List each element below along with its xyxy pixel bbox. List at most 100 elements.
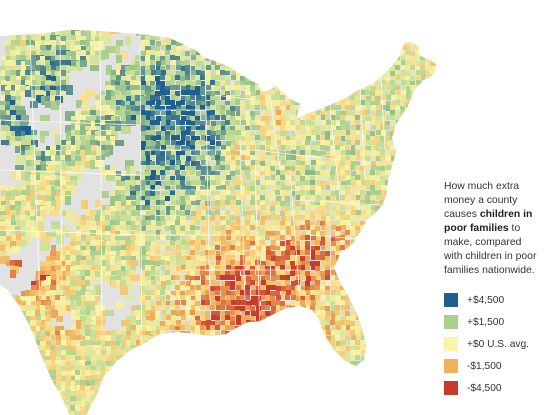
county-cell — [286, 151, 291, 156]
county-cell — [351, 195, 356, 200]
county-cell — [60, 50, 70, 57]
county-cell — [100, 31, 105, 38]
county-cell — [240, 295, 245, 300]
county-cell — [80, 166, 85, 171]
county-cell — [380, 116, 385, 121]
county-cell — [401, 60, 406, 65]
county-cell — [226, 135, 231, 140]
county-cell — [230, 221, 235, 226]
county-cell — [250, 86, 255, 91]
county-cell — [230, 260, 235, 265]
county-cell — [150, 301, 155, 306]
county-cell — [325, 140, 330, 145]
county-cell — [325, 270, 330, 275]
county-cell — [120, 215, 129, 222]
county-cell — [6, 81, 12, 87]
county-cell — [261, 301, 266, 306]
county-cell — [155, 51, 160, 56]
county-cell — [66, 225, 72, 235]
county-cell — [195, 86, 200, 91]
county-cell — [176, 141, 181, 146]
county-cell — [201, 300, 206, 305]
county-cell — [91, 30, 99, 37]
county-cell — [331, 236, 336, 241]
county-cell — [240, 101, 245, 106]
county-cell — [325, 241, 330, 246]
county-cell — [261, 276, 266, 281]
county-cell — [50, 295, 59, 300]
county-cell — [366, 185, 371, 190]
county-cell — [245, 130, 250, 135]
county-cell — [165, 190, 170, 195]
county-cell — [275, 176, 280, 181]
county-cell — [181, 131, 186, 136]
county-cell — [380, 136, 385, 141]
county-cell — [291, 191, 296, 196]
county-cell — [40, 131, 49, 136]
county-cell — [360, 221, 365, 226]
county-cell — [85, 301, 93, 306]
county-cell — [200, 251, 205, 256]
county-cell — [71, 140, 78, 146]
county-cell — [190, 145, 195, 150]
county-cell — [230, 226, 235, 231]
county-cell — [136, 225, 141, 232]
county-cell — [350, 226, 355, 231]
county-cell — [45, 261, 54, 270]
county-cell — [421, 70, 426, 75]
county-cell — [271, 160, 276, 165]
county-cell — [200, 231, 205, 236]
county-cell — [95, 36, 103, 43]
county-cell — [336, 206, 341, 211]
county-cell — [280, 101, 285, 106]
county-cell — [325, 146, 330, 151]
county-cell — [35, 170, 44, 177]
county-cell — [196, 155, 201, 160]
county-cell — [230, 135, 235, 140]
county-cell — [11, 40, 18, 45]
county-cell — [236, 111, 241, 116]
county-cell — [66, 161, 75, 169]
county-cell — [331, 146, 336, 151]
county-cell — [255, 276, 260, 281]
county-cell — [201, 190, 206, 195]
county-cell — [101, 231, 107, 238]
county-cell — [320, 135, 325, 140]
county-cell — [341, 310, 346, 315]
county-cell — [200, 86, 205, 91]
county-cell — [220, 101, 225, 106]
county-cell — [181, 96, 186, 101]
county-cell — [60, 285, 65, 291]
county-cell — [300, 196, 305, 201]
county-cell — [196, 216, 201, 221]
county-cell — [131, 180, 138, 188]
county-cell — [76, 100, 82, 108]
county-cell — [161, 121, 166, 126]
county-cell — [250, 250, 255, 255]
county-cell — [65, 175, 73, 180]
county-cell — [36, 280, 44, 287]
county-cell — [76, 220, 83, 230]
county-cell — [215, 215, 220, 220]
county-cell — [196, 210, 201, 215]
county-cell — [315, 171, 320, 176]
county-cell — [55, 180, 62, 186]
county-cell — [51, 221, 60, 229]
county-cell — [380, 111, 385, 116]
county-cell — [41, 165, 48, 170]
county-cell — [341, 225, 346, 230]
county-cell — [256, 100, 261, 105]
county-cell — [291, 155, 296, 160]
county-cell — [330, 160, 335, 165]
county-cell — [205, 145, 210, 150]
county-cell — [140, 235, 146, 241]
county-cell — [180, 140, 185, 145]
county-cell — [151, 146, 156, 151]
county-cell — [305, 150, 310, 155]
county-cell — [320, 231, 325, 236]
county-cell — [155, 266, 160, 271]
county-cell — [335, 220, 340, 225]
county-cell — [175, 275, 180, 280]
county-cell — [225, 275, 230, 280]
county-cell — [95, 200, 102, 207]
